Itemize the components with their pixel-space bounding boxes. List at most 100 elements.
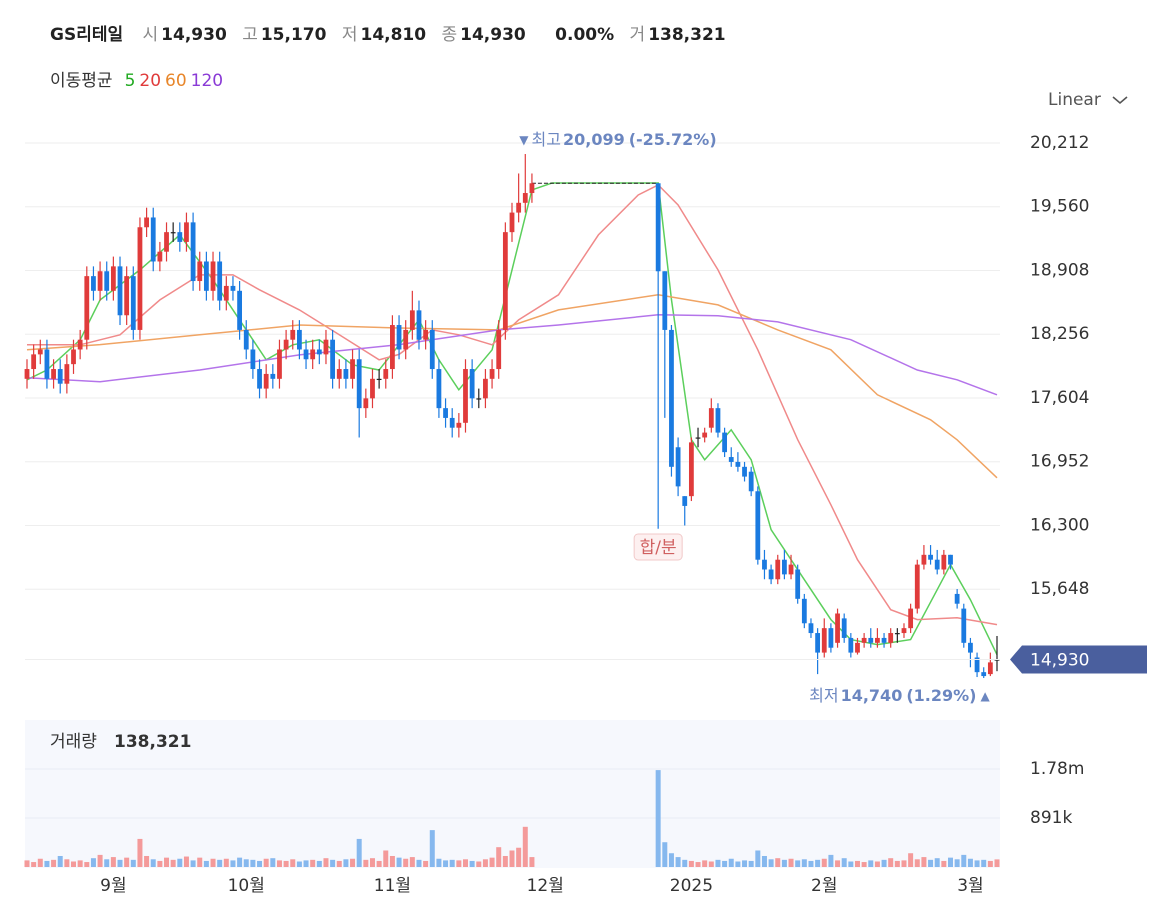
volume-bar [177,858,183,867]
volume-bar [190,860,196,867]
volume-bar [722,860,728,867]
volume-bar [934,858,940,867]
low-value: 14,810 [360,25,427,45]
candle-body [403,329,409,350]
candle-body [296,329,302,350]
open-value: 14,930 [161,25,227,45]
volume-panel [25,720,1000,868]
stock-name: GS리테일 [50,25,124,45]
candle-body [51,369,56,379]
candle-body [84,276,90,340]
volume-bar [462,859,468,867]
volume-bar [157,860,163,867]
candle-body [330,339,336,379]
volume-title: 거래량 [50,732,97,752]
candle-body [509,212,515,233]
candle-body [263,373,269,389]
volume-bar [967,858,973,867]
ma-line [26,314,998,396]
candle-body [961,608,967,643]
volume-bar [861,862,867,867]
candle-body [974,657,980,673]
value: 20,099 [563,130,625,149]
candle-body [728,457,734,462]
volume-bar [449,859,455,867]
candle-body [390,325,395,370]
x-tick-label: 2월 [811,876,837,896]
volume-bar [954,859,960,867]
close-value: 14,930 [460,25,526,45]
volume-bar [914,859,920,867]
volume-bar [343,859,349,867]
candle-body [144,217,149,228]
volume-bar [389,855,395,867]
volume-bar [144,855,150,867]
volume-bar [150,859,156,867]
candle-body [44,349,50,379]
volume-bar [24,860,30,867]
candle-body [908,608,914,629]
candle-body [283,339,289,350]
candle-body [688,442,694,497]
candle-body [316,349,322,355]
volume-bar [894,860,900,867]
candle-body [987,662,993,675]
y-tick-label: 19,560 [1030,197,1089,217]
volume-bar [330,859,336,867]
candle-body [443,408,448,418]
x-tick-label: 3월 [957,876,983,896]
ma-line [26,293,998,479]
candle-body [496,329,502,370]
candle-body [994,659,1000,661]
volume-label: 거 [629,25,646,45]
volume-bar [947,857,953,867]
volume-bar [396,857,402,867]
volume-bar [237,857,243,867]
candle-body [157,251,163,262]
volume-bar [164,857,170,867]
candle-body [164,232,169,252]
volume-bar [688,860,694,867]
value: 14,740 [841,686,903,705]
volume-bar [815,859,821,867]
candle-body [250,349,256,370]
volume-bar [742,860,748,867]
volume-bar [469,860,475,867]
volume-bar [941,860,947,867]
volume-bar [874,861,880,867]
volume-bar [290,859,296,867]
volume-bar [908,853,914,867]
low-annotation: 최저 14,740 (1.29%) ▲ [809,686,990,705]
ma-legend: 이동평균 5 20 60 120 [50,66,231,91]
volume-bar [801,859,807,867]
candle-body [894,633,900,635]
volume-bar [124,857,130,867]
candle-body [31,354,37,370]
x-tick-label: 2025 [670,876,713,896]
label: 최저 [809,686,838,705]
legend-item: 5 [124,71,136,91]
volume-bar [781,859,787,867]
event-box [633,533,683,561]
candle-body [483,378,488,399]
volume-bar [416,859,422,867]
volume-bar [516,847,522,867]
volume-bar [363,859,369,867]
candle-body [257,369,262,389]
candle-body [449,417,455,428]
volume-bar [828,854,834,867]
volume-bar [130,859,136,867]
volume-bar [296,861,302,867]
volume-bar [987,860,993,867]
scale-menu[interactable]: Linear [1048,90,1128,110]
volume-bar [443,860,449,867]
candle-body [735,461,741,467]
candle-body [702,432,708,438]
candle-body [37,349,43,355]
y-tick-label: 20,212 [1030,133,1089,153]
candle-body [848,637,854,653]
candle-body [815,633,821,653]
candle-body [476,398,482,400]
candle-body [290,329,296,340]
candle-body [941,554,947,570]
